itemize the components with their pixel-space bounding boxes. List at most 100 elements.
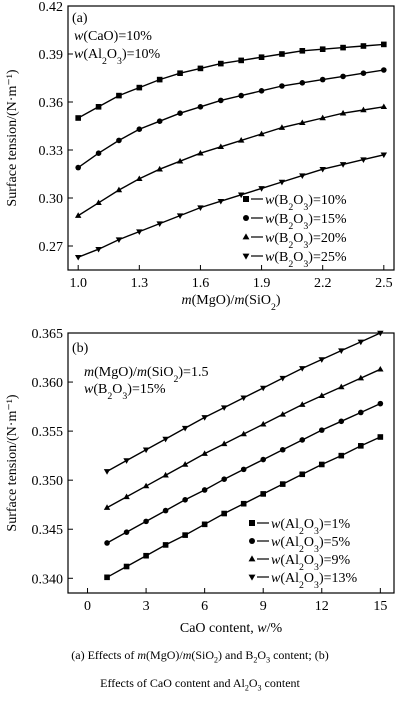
legend-label-3: w(B2O3)=20% bbox=[265, 231, 347, 251]
data-point-series-1 bbox=[156, 76, 163, 83]
legend-label-1: w(Al2O3)=1% bbox=[271, 517, 351, 537]
caption-al2o3: Al2O3 bbox=[232, 676, 262, 693]
data-point-series-2 bbox=[75, 164, 81, 171]
x-tick-label: 3 bbox=[143, 599, 150, 614]
plot-frame bbox=[67, 332, 395, 594]
data-point-series-2 bbox=[381, 67, 387, 73]
data-point-series-1 bbox=[104, 574, 110, 581]
chart-panel-1: 0.27 0.30 0.33 0.36 0.39 0.42 1.0 1.3 1.6 1.9 2.2 2… bbox=[5, 0, 395, 313]
data-point-series-3 bbox=[103, 504, 111, 510]
data-point-series-1 bbox=[218, 60, 224, 67]
y-tick-label: 0.340 bbox=[32, 572, 64, 587]
data-point-series-4 bbox=[318, 357, 325, 363]
data-point-series-4 bbox=[299, 366, 306, 372]
data-point-series-3 bbox=[156, 165, 163, 172]
legend-label-4: w(B2O3)=25% bbox=[265, 250, 347, 270]
annotation-text: m(MgO)/m(SiO2)=1.5 bbox=[84, 365, 208, 385]
x-tick-label: 15 bbox=[373, 599, 387, 614]
series-line-3 bbox=[77, 106, 384, 217]
data-point-series-2 bbox=[95, 150, 102, 156]
legend-marker-4 bbox=[242, 253, 250, 260]
caption-text: Effects of CaO content and bbox=[100, 676, 233, 690]
x-axis-label: m(MgO)/m(SiO2) bbox=[181, 293, 280, 313]
data-point-series-1 bbox=[75, 115, 81, 121]
data-point-series-4 bbox=[220, 405, 228, 411]
data-point-series-3 bbox=[258, 130, 265, 137]
data-point-series-3 bbox=[360, 106, 367, 113]
series-line-4 bbox=[77, 154, 384, 258]
data-point-series-1 bbox=[358, 443, 364, 449]
legend-marker-3 bbox=[248, 555, 256, 562]
data-point-series-1 bbox=[258, 54, 265, 60]
data-point-series-3 bbox=[318, 392, 325, 399]
data-point-series-4 bbox=[357, 339, 365, 346]
x-tick-label: 9 bbox=[260, 599, 267, 614]
caption-ratio: m(MgO)/m(SiO2) bbox=[137, 648, 223, 665]
data-point-series-2 bbox=[358, 409, 364, 416]
data-point-series-2 bbox=[377, 400, 384, 407]
chart-panel-2: 0.340 0.345 0.350 0.355 0.360 0.365 0 3 6 9 12 15 Su… bbox=[5, 327, 395, 636]
figure-caption-line-2: Effects of CaO content and Al2O3 content bbox=[0, 676, 400, 692]
caption-b2o3: B2O3 bbox=[245, 648, 271, 665]
panel-label: (a) bbox=[72, 11, 88, 26]
panel-label: (b) bbox=[72, 341, 89, 356]
legend-label-3: w(Al2O3)=9% bbox=[271, 553, 351, 573]
annotation-text: w(B2O3)=15% bbox=[84, 382, 166, 402]
data-point-series-1 bbox=[299, 471, 306, 478]
y-tick-label: 0.27 bbox=[39, 240, 64, 255]
legend-label-2: w(Al2O3)=5% bbox=[271, 535, 351, 555]
data-point-series-4 bbox=[299, 173, 306, 179]
data-point-series-3 bbox=[299, 119, 306, 126]
data-point-series-1 bbox=[299, 48, 306, 54]
data-point-series-1 bbox=[240, 500, 247, 507]
y-tick-label: 0.36 bbox=[39, 96, 64, 111]
data-point-series-2 bbox=[319, 76, 326, 83]
data-point-series-2 bbox=[338, 418, 345, 425]
legend-marker-1 bbox=[243, 196, 249, 202]
y-axis-label: Surface tension/(N·m⁻¹) bbox=[5, 394, 20, 531]
data-point-series-2 bbox=[340, 73, 346, 80]
data-point-series-1 bbox=[136, 84, 143, 91]
data-point-series-3 bbox=[380, 103, 388, 110]
data-point-series-3 bbox=[299, 401, 306, 407]
annotation-text: w(CaO)=10% bbox=[74, 29, 152, 44]
data-point-series-1 bbox=[95, 104, 102, 110]
data-point-series-2 bbox=[279, 446, 286, 453]
data-point-series-1 bbox=[238, 57, 244, 64]
data-point-series-4 bbox=[74, 254, 82, 261]
data-point-series-1 bbox=[318, 461, 325, 468]
x-tick-label: 2.5 bbox=[375, 276, 393, 291]
data-point-series-1 bbox=[116, 92, 122, 99]
data-point-series-3 bbox=[115, 186, 123, 193]
y-tick-label: 0.39 bbox=[39, 48, 64, 63]
data-point-series-4 bbox=[339, 162, 347, 168]
data-point-series-2 bbox=[197, 104, 204, 110]
data-point-series-3 bbox=[240, 430, 247, 437]
data-point-series-4 bbox=[103, 469, 111, 475]
data-point-series-1 bbox=[201, 521, 208, 528]
data-point-series-1 bbox=[123, 563, 130, 570]
legend-marker-2 bbox=[243, 215, 249, 221]
data-point-series-1 bbox=[177, 70, 183, 76]
data-point-series-2 bbox=[162, 507, 169, 514]
x-tick-label: 1.9 bbox=[253, 276, 271, 291]
data-point-series-3 bbox=[338, 383, 345, 390]
data-point-series-4 bbox=[279, 375, 286, 382]
data-point-series-4 bbox=[142, 447, 150, 454]
data-point-series-3 bbox=[278, 124, 286, 130]
data-point-series-3 bbox=[339, 109, 347, 116]
y-tick-label: 0.345 bbox=[32, 523, 64, 538]
data-point-series-2 bbox=[201, 487, 208, 493]
data-point-series-4 bbox=[319, 166, 326, 173]
data-point-series-3 bbox=[377, 365, 384, 372]
x-tick-label: 1.3 bbox=[131, 276, 149, 291]
data-point-series-4 bbox=[360, 157, 367, 163]
caption-text: and bbox=[222, 648, 246, 662]
data-point-series-1 bbox=[319, 46, 326, 52]
data-point-series-3 bbox=[123, 493, 130, 500]
data-point-series-2 bbox=[123, 529, 130, 535]
data-point-series-2 bbox=[136, 126, 143, 132]
data-point-series-4 bbox=[136, 229, 143, 235]
data-point-series-2 bbox=[177, 110, 183, 116]
